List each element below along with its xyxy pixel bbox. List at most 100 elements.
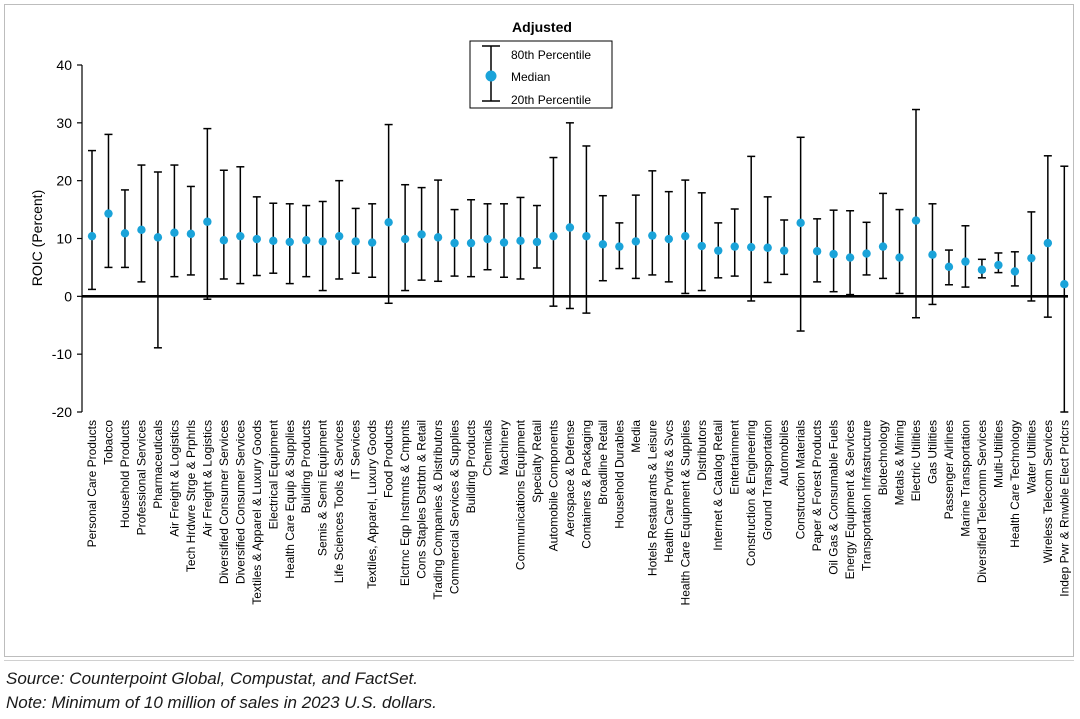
x-tick-label: Textiles & Apparel & Luxury Goods — [250, 420, 264, 605]
errorbar — [977, 258, 987, 279]
errorbar — [417, 186, 426, 281]
x-tick-label: Broadline Retail — [596, 420, 610, 505]
x-tick-label: Household Products — [118, 420, 132, 528]
x-tick-label: Water Utilities — [1024, 420, 1038, 494]
median-marker — [582, 231, 591, 241]
errorbar — [779, 219, 789, 276]
errorbar — [335, 179, 344, 280]
median-marker — [450, 238, 459, 248]
y-tick-label: -10 — [52, 346, 72, 362]
errorbar — [565, 122, 575, 310]
errorbar — [516, 196, 525, 280]
median-marker — [499, 238, 509, 247]
x-tick-label: Cons Staples Dstrbtn & Retail — [415, 420, 429, 579]
median-marker — [829, 249, 838, 259]
errorbar — [878, 192, 888, 280]
y-tick-label: 20 — [56, 173, 72, 189]
y-tick-label: 10 — [56, 231, 72, 247]
median-marker — [400, 234, 410, 244]
errorbar — [763, 196, 772, 284]
x-tick-label: Gas Utilities — [925, 420, 939, 484]
x-tick-label: Multi-Utilities — [991, 420, 1005, 488]
x-tick-label: Automobile Components — [546, 420, 560, 551]
errorbar — [747, 155, 756, 302]
x-tick-label: Media — [629, 420, 643, 453]
median-marker — [516, 236, 525, 246]
x-tick-label: Food Products — [382, 420, 396, 498]
median-marker — [1043, 238, 1053, 248]
errorbar — [318, 200, 327, 292]
errorbar — [697, 192, 706, 292]
errorbar — [269, 202, 278, 274]
x-tick-label: Transportation Infrastructure — [860, 420, 874, 571]
legend-label-p80: 80th Percentile — [511, 48, 591, 62]
median-marker — [648, 231, 657, 240]
x-tick-label: Machinery — [497, 420, 511, 475]
errorbar — [236, 166, 245, 285]
x-tick-label: Ground Transportation — [761, 420, 775, 540]
median-marker — [153, 233, 163, 242]
errorbar — [120, 189, 130, 269]
x-tick-label: Metals & Mining — [893, 420, 907, 505]
median-marker — [1027, 253, 1036, 263]
errorbar — [664, 190, 673, 283]
errorbar — [895, 208, 904, 295]
legend-label-p20: 20th Percentile — [511, 93, 591, 107]
chart-panel — [4, 4, 1074, 657]
errorbar — [549, 156, 558, 307]
median-marker — [714, 246, 723, 255]
median-marker — [845, 253, 855, 262]
x-tick-label: Building Products — [464, 420, 478, 513]
median-marker — [532, 237, 542, 247]
median-marker — [598, 240, 608, 249]
errorbar — [532, 204, 542, 269]
x-tick-label: Trading Companies & Distributors — [431, 420, 445, 600]
median-marker — [302, 236, 311, 245]
errorbar — [466, 199, 476, 278]
errorbar — [796, 136, 805, 332]
median-marker — [236, 231, 245, 241]
errorbar — [681, 179, 690, 295]
errorbar — [1027, 211, 1036, 302]
median-marker — [219, 236, 229, 245]
errorbar — [186, 185, 196, 276]
median-marker — [137, 225, 146, 235]
median-marker — [812, 247, 822, 256]
x-tick-label: Containers & Packaging — [579, 420, 593, 549]
errorbar — [499, 203, 509, 278]
y-axis-label: ROIC (Percent) — [29, 190, 45, 286]
median-marker — [318, 237, 327, 246]
median-marker — [1010, 267, 1020, 276]
errorbar — [367, 203, 377, 278]
x-tick-label: Textiles, Apparel, Luxury Goods — [365, 420, 379, 589]
x-tick-labels: Personal Care Products Tobacco Household P… — [85, 419, 1071, 605]
x-tick-label: Commercial Services & Supplies — [448, 420, 462, 594]
x-tick-label: Oil Gas & Consumable Fuels — [827, 420, 841, 575]
x-tick-label: Biotechnology — [876, 420, 890, 495]
median-marker — [87, 231, 97, 241]
legend-median-marker — [485, 70, 497, 82]
errorbar — [911, 108, 921, 319]
x-tick-label: Energy Equipment & Services — [843, 420, 857, 579]
errorbar — [400, 183, 410, 292]
median-marker — [747, 242, 756, 252]
errorbar — [714, 222, 723, 279]
median-marker — [928, 250, 937, 259]
y-tick-label: 40 — [56, 57, 72, 73]
median-marker — [615, 242, 624, 251]
median-marker — [796, 218, 805, 228]
median-marker — [483, 234, 492, 244]
median-marker — [417, 230, 426, 239]
x-tick-label: Health Care Equip & Supplies — [283, 420, 297, 579]
errorbar — [582, 145, 591, 314]
median-marker — [170, 228, 179, 237]
errorbar — [137, 164, 146, 283]
median-marker — [104, 209, 113, 218]
median-marker — [779, 246, 789, 255]
errorbar — [730, 208, 739, 277]
median-marker — [697, 241, 706, 251]
x-tick-label: Tobacco — [101, 420, 115, 465]
errorbar — [203, 127, 212, 300]
errorbar — [944, 249, 954, 286]
x-tick-label: Distributors — [695, 420, 709, 481]
